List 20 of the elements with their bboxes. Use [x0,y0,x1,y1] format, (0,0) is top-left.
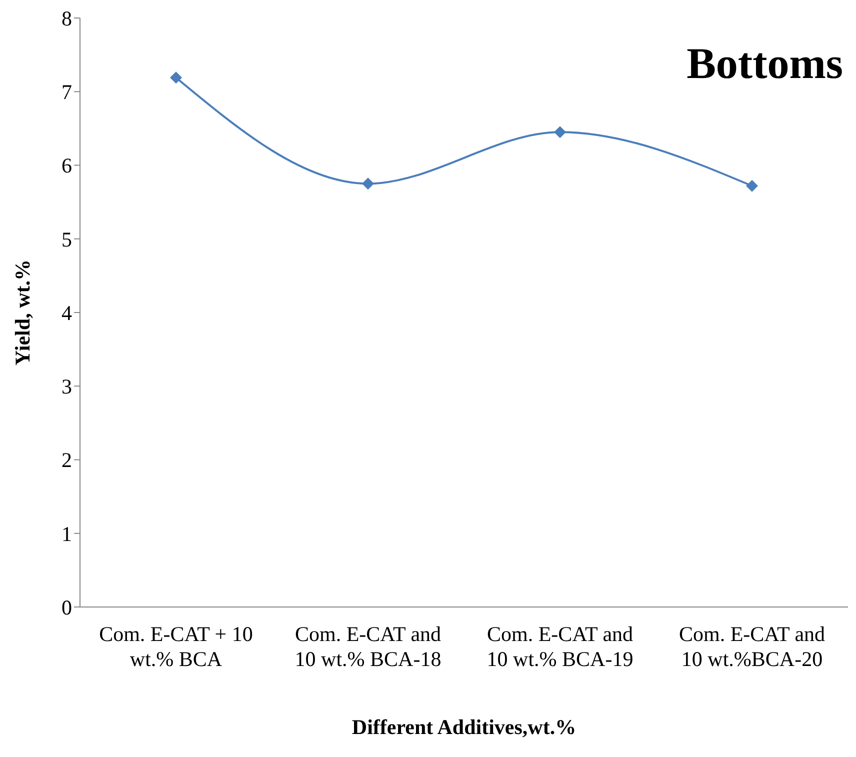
y-tick-label: 6 [62,154,72,178]
text: Bottoms [686,38,843,89]
y-tick-label: 3 [62,374,72,399]
x-tick-label: Com. E-CAT and 10 wt.% BCA-18 [294,622,442,671]
y-tick-label: 2 [62,448,72,472]
point [746,180,758,192]
x-tick-label: Com. E-CAT and 10 wt.%BCA-20 [678,622,826,671]
point [362,178,374,190]
y-tick-label: 1 [62,522,72,546]
point [554,126,566,138]
point [170,72,182,84]
y-tick-label: 5 [62,227,72,252]
x-axis-title: Different Additives,wt.% [352,715,576,739]
y-axis-title: Yield, wt.% [10,260,34,366]
x-tick-label: Com. E-CAT + 10 wt.% BCA [99,622,253,671]
y-tick-label: 0 [62,595,72,620]
y-tick-label: 8 [62,6,72,30]
y-tick-label: 7 [62,80,72,104]
y-tick-label: 4 [62,300,72,325]
x-tick-label: Com. E-CAT and 10 wt.% BCA-19 [486,622,634,671]
